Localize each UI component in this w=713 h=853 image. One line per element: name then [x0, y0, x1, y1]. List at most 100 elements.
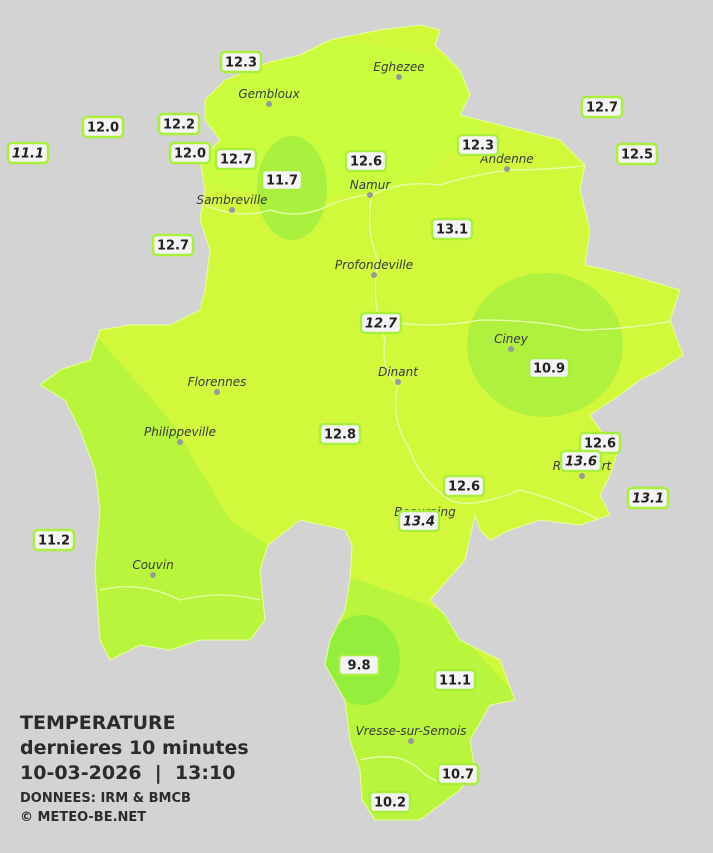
station-box	[260, 168, 304, 192]
station-value: 12.0	[87, 121, 119, 136]
station-value: 12.6	[584, 437, 616, 452]
station-box	[626, 486, 670, 510]
station-value: 10.2	[374, 796, 406, 811]
town-name: Vresse-sur-Semois	[356, 724, 467, 738]
river	[379, 319, 681, 331]
town-dot	[396, 74, 402, 80]
station-box	[318, 422, 362, 446]
station-box	[219, 50, 263, 74]
station-value: 12.0	[174, 147, 206, 162]
town-dot	[266, 101, 272, 107]
town-name: Gembloux	[238, 87, 300, 101]
station: 12.7	[359, 311, 403, 335]
datetime: 10-03-2026 | 13:10	[20, 762, 236, 784]
station: 13.4	[397, 509, 441, 533]
station-value: 12.7	[365, 317, 398, 332]
station-value: 9.8	[347, 659, 370, 674]
town-name: Sambreville	[196, 193, 267, 207]
station: 12.7	[214, 147, 258, 171]
station-box	[456, 133, 500, 157]
town-dot	[504, 166, 510, 172]
river	[99, 586, 261, 601]
town-dot	[177, 439, 183, 445]
station-box	[214, 147, 258, 171]
station-value: 10.7	[442, 768, 474, 783]
town-dot	[150, 572, 156, 578]
river	[368, 194, 601, 521]
station-box	[359, 311, 403, 335]
station-value: 13.1	[436, 223, 468, 238]
station-box	[151, 233, 195, 257]
station-value: 12.2	[163, 118, 195, 133]
station-box	[442, 474, 486, 498]
station-value: 12.3	[462, 139, 494, 154]
station-box	[6, 141, 50, 165]
station: 12.7	[580, 95, 624, 119]
station-value: 13.4	[403, 515, 435, 530]
town-dot	[579, 473, 585, 479]
station-value: 12.5	[621, 148, 653, 163]
station-value: 11.2	[38, 534, 70, 549]
station-value: 13.1	[632, 492, 664, 507]
town-name: Eghezee	[373, 60, 424, 74]
town-dot	[229, 207, 235, 213]
station-box	[157, 112, 201, 136]
station-box	[615, 142, 659, 166]
station-value: 12.3	[225, 56, 257, 71]
station-value: 12.7	[220, 153, 252, 168]
station-value: 12.7	[586, 101, 618, 116]
station: 10.2	[368, 790, 412, 814]
station: 13.1	[626, 486, 670, 510]
station-box	[433, 668, 477, 692]
station-value: 12.6	[350, 155, 382, 170]
station-box	[368, 790, 412, 814]
station-box	[337, 653, 381, 677]
town-dot	[214, 389, 220, 395]
town-name: Florennes	[188, 375, 247, 389]
station-box	[344, 149, 388, 173]
station-value: 11.1	[439, 674, 471, 689]
town-name: Ciney	[494, 332, 529, 346]
station: 12.6	[578, 431, 622, 455]
station-box	[430, 217, 474, 241]
station: 12.6	[344, 149, 388, 173]
source: DONNEES: IRM & BMCB	[20, 791, 191, 806]
station-box	[580, 95, 624, 119]
station-value: 12.7	[157, 239, 189, 254]
station: 10.9	[527, 356, 571, 380]
station-value: 10.9	[533, 362, 565, 377]
town-dot	[508, 346, 514, 352]
town-name: Dinant	[378, 365, 419, 379]
station-value: 13.6	[565, 455, 597, 470]
station-box	[168, 141, 212, 165]
station: 11.2	[32, 528, 76, 552]
subtitle: dernieres 10 minutes	[20, 737, 249, 759]
station: 12.0	[81, 115, 125, 139]
station: 11.1	[6, 141, 50, 165]
zone	[467, 273, 623, 417]
station: 12.3	[456, 133, 500, 157]
town-name: Philippeville	[144, 425, 216, 439]
credit: © METEO-BE.NET	[20, 810, 147, 825]
station-box	[559, 449, 603, 473]
station: 12.7	[151, 233, 195, 257]
station-box	[527, 356, 571, 380]
station-value: 11.1	[12, 147, 44, 162]
town-name: Profondeville	[335, 258, 413, 272]
station: 9.8	[337, 653, 381, 677]
station: 13.1	[430, 217, 474, 241]
station: 10.7	[436, 762, 480, 786]
station-box	[397, 509, 441, 533]
station: 13.6	[559, 449, 603, 473]
station: 12.5	[615, 142, 659, 166]
town-name: Namur	[350, 178, 392, 192]
station-value: 12.8	[324, 428, 356, 443]
town-dot	[367, 192, 373, 198]
station: 12.3	[219, 50, 263, 74]
station-value: 12.6	[448, 480, 480, 495]
town-dot	[408, 738, 414, 744]
station-box	[81, 115, 125, 139]
stations: 12.3 12.0 12.2 11.1 12.0 12.7 11.7 12.6 12.3 12.7…	[6, 50, 670, 814]
